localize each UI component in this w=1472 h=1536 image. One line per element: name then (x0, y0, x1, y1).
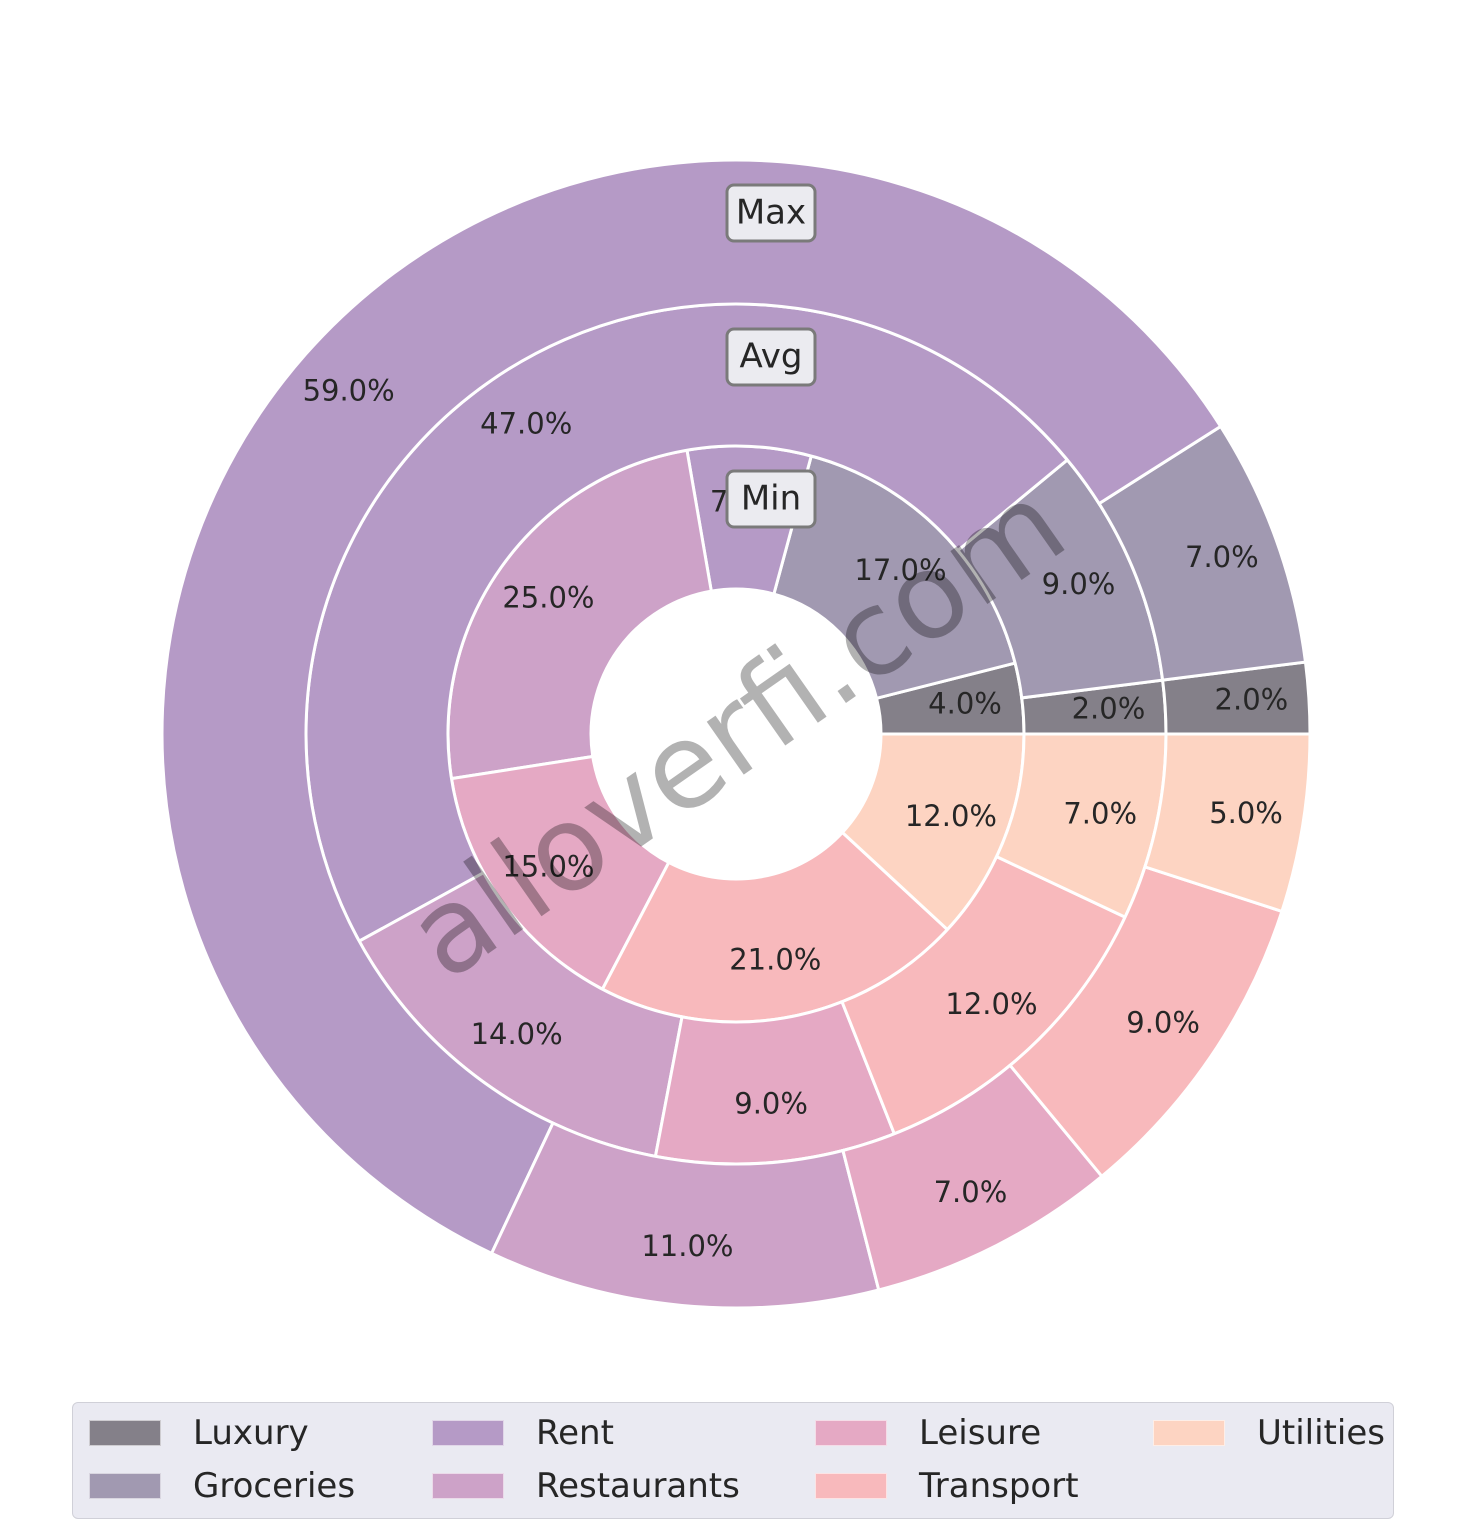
legend: Luxury Groceries Rent Restaurants Leisur… (72, 1402, 1394, 1519)
ring-name-box-avg (725, 327, 817, 387)
ring-name-box-max (725, 183, 817, 243)
slice-label-avg-utilities: 7.0% (1063, 796, 1137, 830)
legend-label-restaurants: Restaurants (536, 1466, 740, 1506)
legend-swatch-restaurants (432, 1473, 504, 1499)
ring-name-text-avg: Avg (740, 337, 803, 377)
slice-label-max-leisure: 7.0% (934, 1175, 1008, 1209)
ring-name-box-min (725, 469, 817, 529)
legend-label-leisure: Leisure (919, 1413, 1042, 1453)
ring-name-avg: Avg (725, 327, 817, 387)
legend-swatch-transport (815, 1473, 887, 1499)
slice-max-utilities (1143, 732, 1312, 914)
legend-label-rent: Rent (536, 1413, 614, 1453)
slice-label-avg-groceries: 9.0% (1042, 567, 1116, 601)
legend-item-transport: Transport (815, 1466, 1079, 1506)
slice-label-min-luxury: 4.0% (928, 686, 1002, 720)
slice-label-avg-luxury: 2.0% (1072, 692, 1146, 726)
slice-label-min-restaurants: 25.0% (502, 581, 594, 615)
legend-item-luxury: Luxury (89, 1413, 309, 1453)
slice-label-min-utilities: 12.0% (905, 799, 997, 833)
slice-label-avg-leisure: 9.0% (734, 1087, 808, 1121)
legend-item-restaurants: Restaurants (432, 1466, 740, 1506)
legend-item-groceries: Groceries (89, 1466, 355, 1506)
legend-item-leisure: Leisure (815, 1413, 1041, 1453)
slice-label-max-utilities: 5.0% (1209, 796, 1283, 830)
slice-label-avg-rent: 47.0% (480, 406, 572, 440)
nested-donut-chart: 4.0% 17.0% 7.0% 25.0% 15.0% 21.0% 12.0% 2.0% 9.0… (160, 158, 1312, 1310)
legend-label-utilities: Utilities (1257, 1413, 1385, 1453)
legend-swatch-utilities (1153, 1420, 1225, 1446)
legend-label-transport: Transport (919, 1466, 1079, 1506)
legend-item-rent: Rent (432, 1413, 614, 1453)
slice-label-max-transport: 9.0% (1126, 1005, 1200, 1039)
slice-label-max-groceries: 7.0% (1185, 540, 1259, 574)
slice-label-max-rent: 59.0% (303, 373, 395, 407)
ring-name-min: Min (725, 469, 817, 529)
slice-max-rent (160, 158, 1223, 1256)
legend-label-groceries: Groceries (193, 1466, 356, 1506)
legend-item-utilities: Utilities (1153, 1413, 1385, 1453)
ring-name-max: Max (725, 183, 817, 243)
legend-swatch-leisure (815, 1420, 887, 1446)
legend-swatch-luxury (89, 1420, 161, 1446)
legend-label-luxury: Luxury (193, 1413, 309, 1453)
slice-label-max-luxury: 2.0% (1215, 683, 1289, 717)
slice-label-avg-transport: 12.0% (945, 987, 1037, 1021)
slice-label-avg-restaurants: 14.0% (471, 1017, 563, 1051)
legend-swatch-rent (432, 1420, 504, 1446)
slice-label-min-transport: 21.0% (729, 942, 821, 976)
slice-label-min-groceries: 17.0% (854, 553, 946, 587)
slice-label-max-restaurants: 11.0% (641, 1229, 733, 1263)
ring-name-text-min: Min (741, 479, 801, 519)
legend-swatch-groceries (89, 1473, 161, 1499)
slice-label-min-leisure: 15.0% (502, 849, 594, 883)
ring-name-text-max: Max (736, 193, 806, 233)
ring-names-layer: Min Avg Max (725, 183, 817, 529)
labels-layer: 4.0% 17.0% 7.0% 25.0% 15.0% 21.0% 12.0% 2.0% 9.0… (303, 373, 1289, 1263)
